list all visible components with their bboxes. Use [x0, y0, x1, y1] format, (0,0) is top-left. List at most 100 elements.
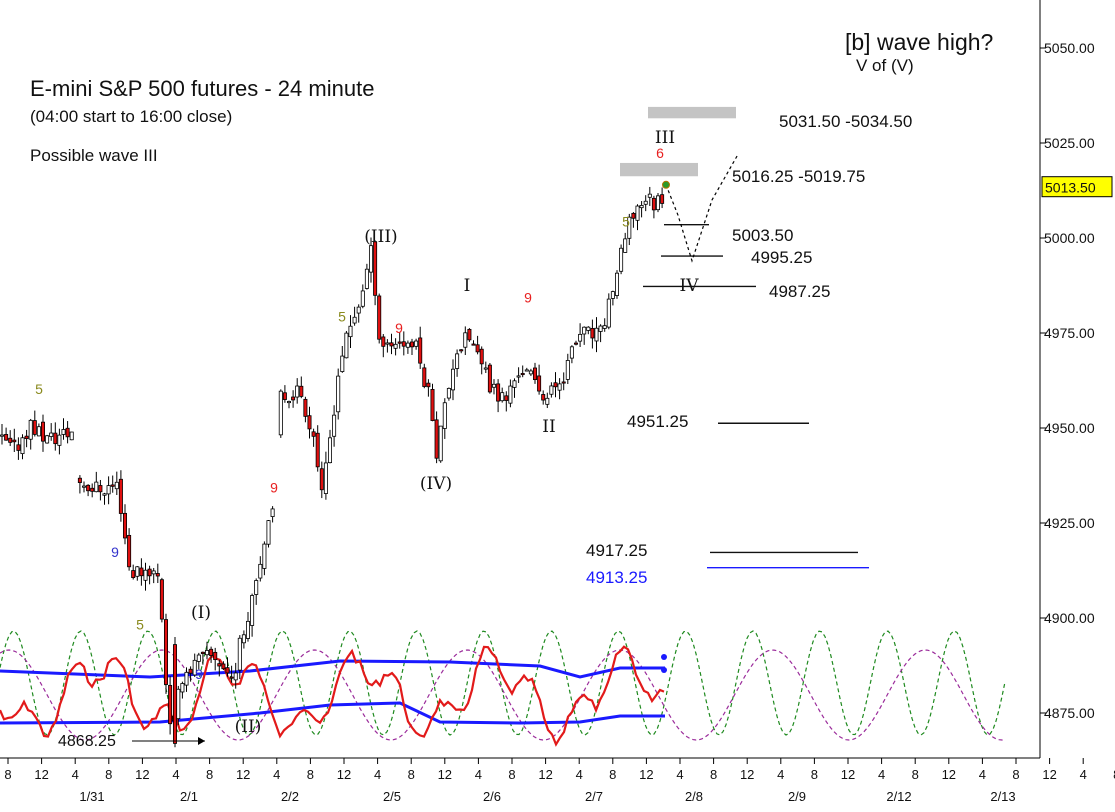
x-date-label: 2/13	[990, 789, 1015, 804]
level-label: 4913.25	[586, 568, 647, 587]
candle-body	[483, 367, 488, 370]
band-end-dot	[661, 667, 667, 673]
x-hour-label: 8	[912, 767, 919, 782]
count-label: 9	[395, 320, 403, 336]
count-label: 9	[270, 480, 278, 496]
candle-body	[192, 659, 197, 676]
wave-label: (I)	[191, 603, 211, 623]
candle-body	[180, 683, 185, 693]
x-hour-label: 4	[1080, 767, 1087, 782]
candle-body	[229, 676, 234, 679]
candle-body	[627, 216, 632, 239]
candle-body	[155, 573, 160, 577]
x-hour-label: 12	[538, 767, 552, 782]
x-hour-label: 12	[135, 767, 149, 782]
candle-body	[405, 342, 410, 348]
candle-body	[57, 434, 62, 446]
x-date-label: 2/2	[281, 789, 299, 804]
candle-body	[528, 370, 533, 375]
candle-body	[147, 568, 152, 577]
count-label: 5	[622, 214, 630, 230]
bottom-marker-arrow	[198, 737, 205, 745]
x-hour-label: 4	[576, 767, 583, 782]
candle-body	[643, 200, 648, 205]
candle-body	[389, 342, 394, 347]
candle-body	[123, 512, 128, 539]
candle-body	[578, 333, 583, 342]
candle-body	[262, 543, 267, 569]
candle-body	[184, 671, 189, 686]
wave-label: III	[655, 128, 675, 148]
candle-body	[610, 291, 615, 299]
candle-body	[364, 268, 369, 289]
lower-band-line	[0, 701, 665, 725]
candle-body	[237, 637, 242, 671]
x-hour-label: 12	[740, 767, 754, 782]
momentum-red-line	[0, 645, 665, 747]
candle-body	[32, 420, 37, 435]
candle-body	[102, 493, 107, 496]
candle-body	[586, 326, 591, 331]
candle-body	[286, 401, 291, 404]
candle-body	[377, 295, 382, 340]
candle-body	[504, 395, 509, 401]
candle-body	[520, 373, 525, 376]
wave-label: IV	[680, 276, 700, 296]
candle-body	[549, 385, 554, 395]
count-label: 9	[195, 666, 203, 682]
candle-body	[615, 272, 620, 296]
candle-body	[594, 327, 599, 342]
bottom-marker-label: 4868.25	[58, 733, 116, 750]
candle-body	[500, 392, 505, 402]
candle-body	[475, 344, 480, 353]
candle-body	[471, 343, 476, 346]
target-zone-label: 5031.50 -5034.50	[779, 112, 912, 131]
candle-body	[455, 353, 460, 369]
candle-body	[533, 367, 538, 380]
level-label: 4987.25	[769, 282, 830, 301]
count-label: 5	[338, 309, 346, 325]
candle-body	[28, 419, 33, 440]
count-label: 9	[111, 544, 119, 560]
candle-body	[291, 396, 296, 401]
candle-body	[418, 337, 423, 364]
candle-body	[516, 375, 521, 378]
candle-body	[278, 390, 283, 436]
candle-body	[487, 364, 492, 393]
candle-body	[12, 439, 17, 443]
candle-body	[606, 298, 611, 328]
candle-body	[16, 444, 21, 451]
candle-body	[553, 382, 558, 388]
candle-body	[315, 432, 320, 468]
candle-body	[647, 193, 652, 198]
level-label: 4995.25	[751, 248, 812, 267]
candle-body	[270, 508, 275, 517]
last-bar-marker	[662, 180, 670, 189]
candle-body	[422, 367, 427, 387]
x-hour-label: 4	[72, 767, 79, 782]
y-tick-label: 4950.00	[1044, 420, 1095, 436]
candle-body	[176, 688, 181, 720]
candle-body	[561, 381, 566, 384]
target-zone-bar	[648, 106, 736, 119]
candle-body	[266, 520, 271, 545]
candle-body	[524, 369, 529, 372]
candle-body	[282, 392, 287, 400]
candle-body	[393, 343, 398, 349]
candle-body	[90, 487, 95, 492]
candle-body	[209, 648, 214, 656]
candle-body	[168, 684, 173, 725]
wave-label: II	[542, 417, 555, 437]
level-label: 5003.50	[732, 226, 793, 245]
candle-body	[463, 332, 468, 348]
candle-body	[131, 570, 136, 579]
candle-body	[639, 205, 644, 209]
x-hour-label: 8	[105, 767, 112, 782]
candle-body	[4, 434, 9, 441]
candle-body	[631, 212, 636, 219]
cycle-green-line	[0, 630, 1006, 736]
x-hour-label: 4	[374, 767, 381, 782]
candle-body	[491, 383, 496, 388]
candle-body	[602, 325, 607, 329]
candle-body	[159, 579, 164, 620]
